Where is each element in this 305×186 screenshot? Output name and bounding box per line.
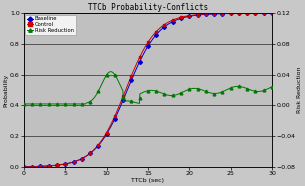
Title: TTCb Probability-Conflicts: TTCb Probability-Conflicts xyxy=(88,4,208,12)
Legend: Baseline, Control, Risk Reduction: Baseline, Control, Risk Reduction xyxy=(26,15,76,35)
Y-axis label: Risk Reduction: Risk Reduction xyxy=(296,67,302,113)
Y-axis label: Probability: Probability xyxy=(3,73,9,107)
X-axis label: TTCb (sec): TTCb (sec) xyxy=(131,177,164,182)
